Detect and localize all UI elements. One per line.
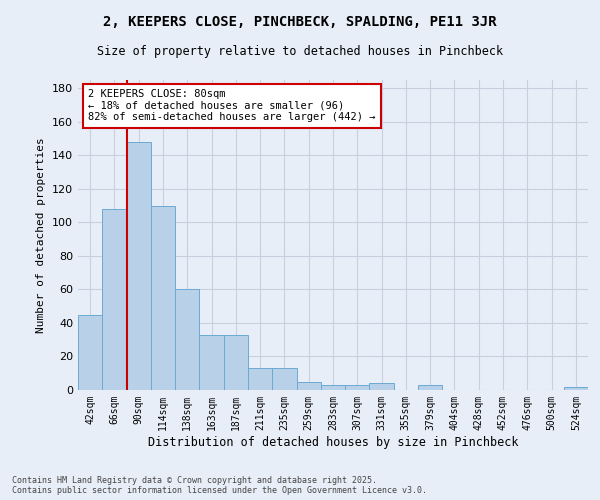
Text: Contains HM Land Registry data © Crown copyright and database right 2025.
Contai: Contains HM Land Registry data © Crown c… (12, 476, 427, 495)
Bar (321, 385, 345, 390)
Bar (272, 368, 296, 390)
Bar (78, 314, 102, 390)
Bar (224, 334, 248, 390)
X-axis label: Distribution of detached houses by size in Pinchbeck: Distribution of detached houses by size … (148, 436, 518, 448)
Bar (418, 385, 442, 390)
Bar (127, 142, 151, 390)
Bar (175, 290, 199, 390)
Y-axis label: Number of detached properties: Number of detached properties (37, 137, 46, 333)
Bar (296, 382, 321, 390)
Bar (151, 206, 175, 390)
Text: 2 KEEPERS CLOSE: 80sqm
← 18% of detached houses are smaller (96)
82% of semi-det: 2 KEEPERS CLOSE: 80sqm ← 18% of detached… (88, 90, 376, 122)
Bar (102, 209, 127, 390)
Text: Size of property relative to detached houses in Pinchbeck: Size of property relative to detached ho… (97, 45, 503, 58)
Bar (199, 334, 224, 390)
Bar (345, 385, 370, 390)
Bar (248, 368, 272, 390)
Bar (564, 386, 588, 390)
Text: 2, KEEPERS CLOSE, PINCHBECK, SPALDING, PE11 3JR: 2, KEEPERS CLOSE, PINCHBECK, SPALDING, P… (103, 15, 497, 29)
Bar (370, 384, 394, 390)
